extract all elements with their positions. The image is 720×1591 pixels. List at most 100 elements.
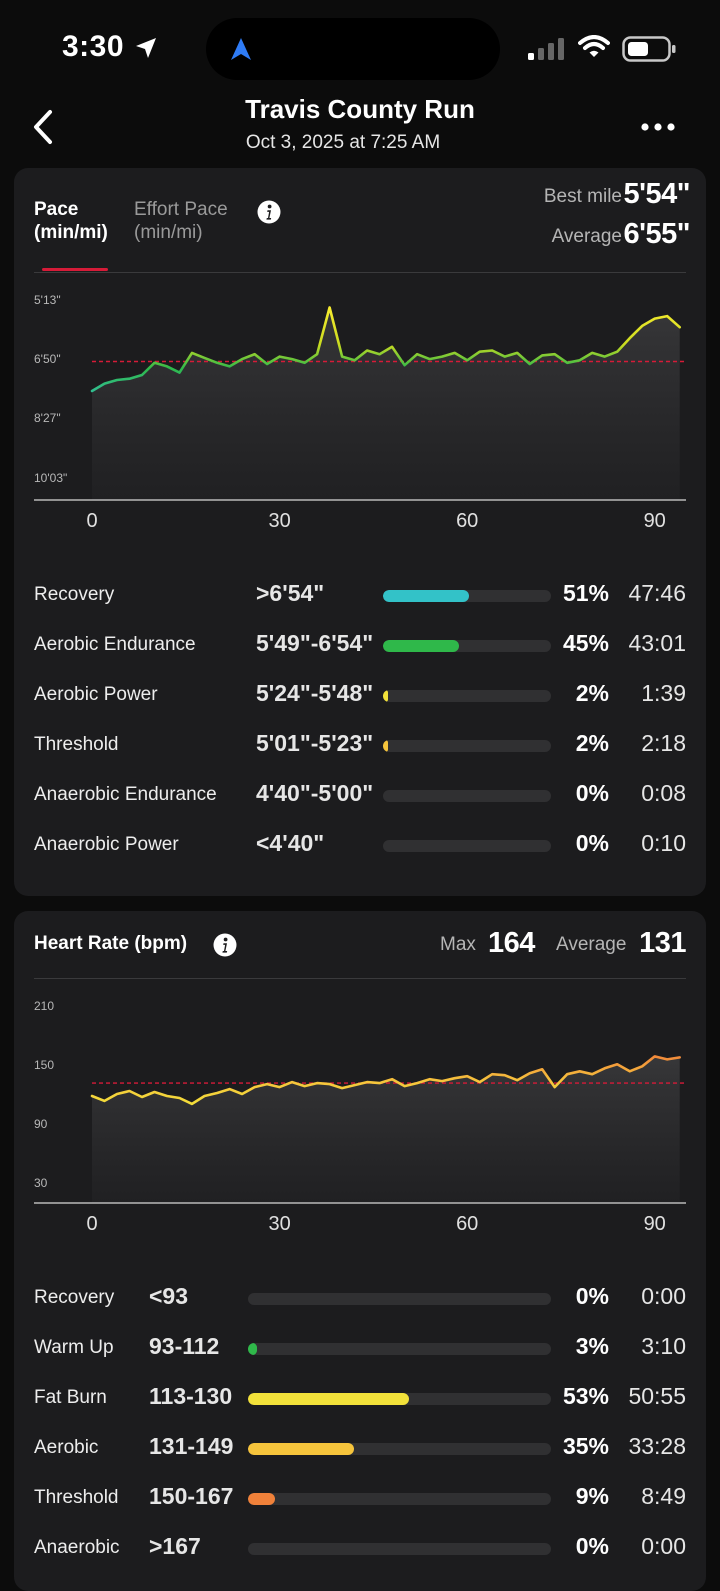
zone-bar-fill (383, 640, 459, 652)
tab-effort-pace-unit: (min/mi) (134, 222, 203, 243)
zone-row: Aerobic Endurance 5'49"-6'54" 45% 43:01 (14, 628, 706, 664)
tab-divider (34, 272, 686, 273)
zone-range: <4'40" (256, 830, 325, 856)
tab-effort-pace[interactable]: Effort Pace (min/mi) (134, 198, 228, 244)
zone-name: Anaerobic Power (34, 834, 179, 855)
zone-percent: 53% (562, 1383, 609, 1409)
status-bar: 3:30 (0, 0, 720, 96)
nav-header: Travis County Run Oct 3, 2025 at 7:25 AM (0, 90, 720, 164)
location-arrow-icon (136, 38, 156, 58)
zone-percent: 35% (562, 1433, 609, 1459)
x-tick-label: 0 (86, 510, 97, 532)
zone-bar-track (383, 690, 551, 702)
zone-row: Threshold 150-167 9% 8:49 (14, 1481, 706, 1517)
zone-time: 2:18 (641, 730, 686, 756)
zone-name: Fat Burn (34, 1387, 107, 1408)
zone-time: 47:46 (628, 580, 686, 606)
zone-bar-fill (248, 1343, 258, 1355)
battery-icon (622, 36, 676, 62)
heart-rate-chart: 210 150 90 30 0 30 60 90 (34, 999, 686, 1235)
zone-range: 93-112 (149, 1333, 220, 1359)
zone-name: Recovery (34, 584, 115, 605)
zone-percent: 45% (562, 630, 609, 656)
y-tick-label: 210 (34, 999, 54, 1013)
wifi-icon (578, 35, 610, 57)
zone-name: Warm Up (34, 1337, 114, 1358)
zone-bar-fill (383, 690, 388, 702)
tab-effort-pace-label: Effort Pace (134, 199, 228, 220)
zone-bar-track (383, 590, 551, 602)
zone-row: Recovery >6'54" 51% 47:46 (14, 578, 706, 614)
y-tick-label: 150 (34, 1058, 54, 1072)
zone-range: 150-167 (149, 1483, 234, 1509)
zone-bar-fill (248, 1493, 276, 1505)
zone-row: Aerobic Power 5'24"-5'48" 2% 1:39 (14, 678, 706, 714)
zone-time: 0:00 (641, 1533, 686, 1559)
info-icon[interactable] (257, 200, 281, 224)
zone-bar-track (248, 1293, 551, 1305)
zone-bar-fill (383, 590, 469, 602)
zone-row: Aerobic 131-149 35% 33:28 (14, 1431, 706, 1467)
zone-time: 3:10 (641, 1333, 686, 1359)
zone-row: Fat Burn 113-130 53% 50:55 (14, 1381, 706, 1417)
zone-range: <93 (149, 1283, 189, 1309)
best-mile-value: 5'54" (623, 178, 690, 210)
average-pace-value: 6'55" (623, 218, 690, 250)
zone-percent: 9% (575, 1483, 609, 1509)
zone-time: 33:28 (628, 1433, 686, 1459)
zone-percent: 0% (575, 1533, 609, 1559)
x-tick-label: 0 (86, 1213, 97, 1235)
best-mile-label: Best mile (543, 186, 622, 207)
zone-name: Anaerobic Endurance (34, 784, 217, 805)
area-fill (92, 1056, 680, 1203)
zone-row: Anaerobic Power <4'40" 0% 0:10 (14, 828, 706, 864)
zone-row: Threshold 5'01"-5'23" 2% 2:18 (14, 728, 706, 764)
zone-percent: 0% (575, 780, 609, 806)
zone-bar-track (383, 840, 551, 852)
y-tick-label: 8'27" (34, 411, 61, 425)
zone-bar-fill (248, 1393, 409, 1405)
zone-percent: 2% (575, 730, 609, 756)
more-options-icon[interactable] (640, 120, 676, 134)
average-hr-value: 131 (639, 927, 686, 959)
info-icon[interactable] (213, 933, 237, 957)
active-tab-indicator (42, 268, 108, 271)
zone-range: 113-130 (149, 1383, 233, 1409)
zone-percent: 2% (575, 680, 609, 706)
max-hr-value: 164 (488, 927, 535, 959)
zone-time: 0:08 (641, 780, 686, 806)
data-series-line (90, 1055, 681, 1106)
zone-percent: 51% (562, 580, 609, 606)
zone-name: Recovery (34, 1287, 115, 1308)
zone-time: 1:39 (641, 680, 686, 706)
average-hr-label: Average (556, 934, 627, 955)
zone-bar-track (248, 1493, 551, 1505)
zone-row: Anaerobic Endurance 4'40"-5'00" 0% 0:08 (14, 778, 706, 814)
zone-range: 5'01"-5'23" (256, 730, 374, 756)
zone-percent: 3% (575, 1333, 609, 1359)
zone-time: 8:49 (641, 1483, 686, 1509)
zone-row: Anaerobic >167 0% 0:00 (14, 1531, 706, 1567)
zone-time: 43:01 (628, 630, 686, 656)
zone-bar-track (248, 1343, 551, 1355)
zone-range: 131-149 (149, 1433, 234, 1459)
heart-rate-card: Heart Rate (bpm) Max 164 Average 131 210… (14, 911, 706, 1591)
zone-range: >6'54" (256, 580, 325, 606)
tab-pace[interactable]: Pace (min/mi) (34, 198, 108, 244)
navigation-arrow-icon (231, 38, 251, 60)
area-fill (92, 307, 680, 500)
pace-card: Pace (min/mi) Effort Pace (min/mi) Best … (14, 168, 706, 896)
zone-bar-track (383, 640, 551, 652)
back-chevron-icon[interactable] (30, 108, 60, 146)
zone-time: 50:55 (628, 1383, 686, 1409)
zone-bar-fill (383, 740, 388, 752)
tab-pace-label: Pace (34, 199, 79, 220)
x-tick-label: 30 (268, 1213, 290, 1235)
zone-bar-track (383, 740, 551, 752)
heart-rate-title: Heart Rate (bpm) (34, 933, 188, 954)
zone-name: Threshold (34, 1487, 119, 1508)
zone-name: Aerobic (34, 1437, 99, 1458)
dynamic-island (206, 18, 500, 80)
zone-time: 0:10 (641, 830, 686, 856)
status-time: 3:30 (62, 30, 125, 63)
